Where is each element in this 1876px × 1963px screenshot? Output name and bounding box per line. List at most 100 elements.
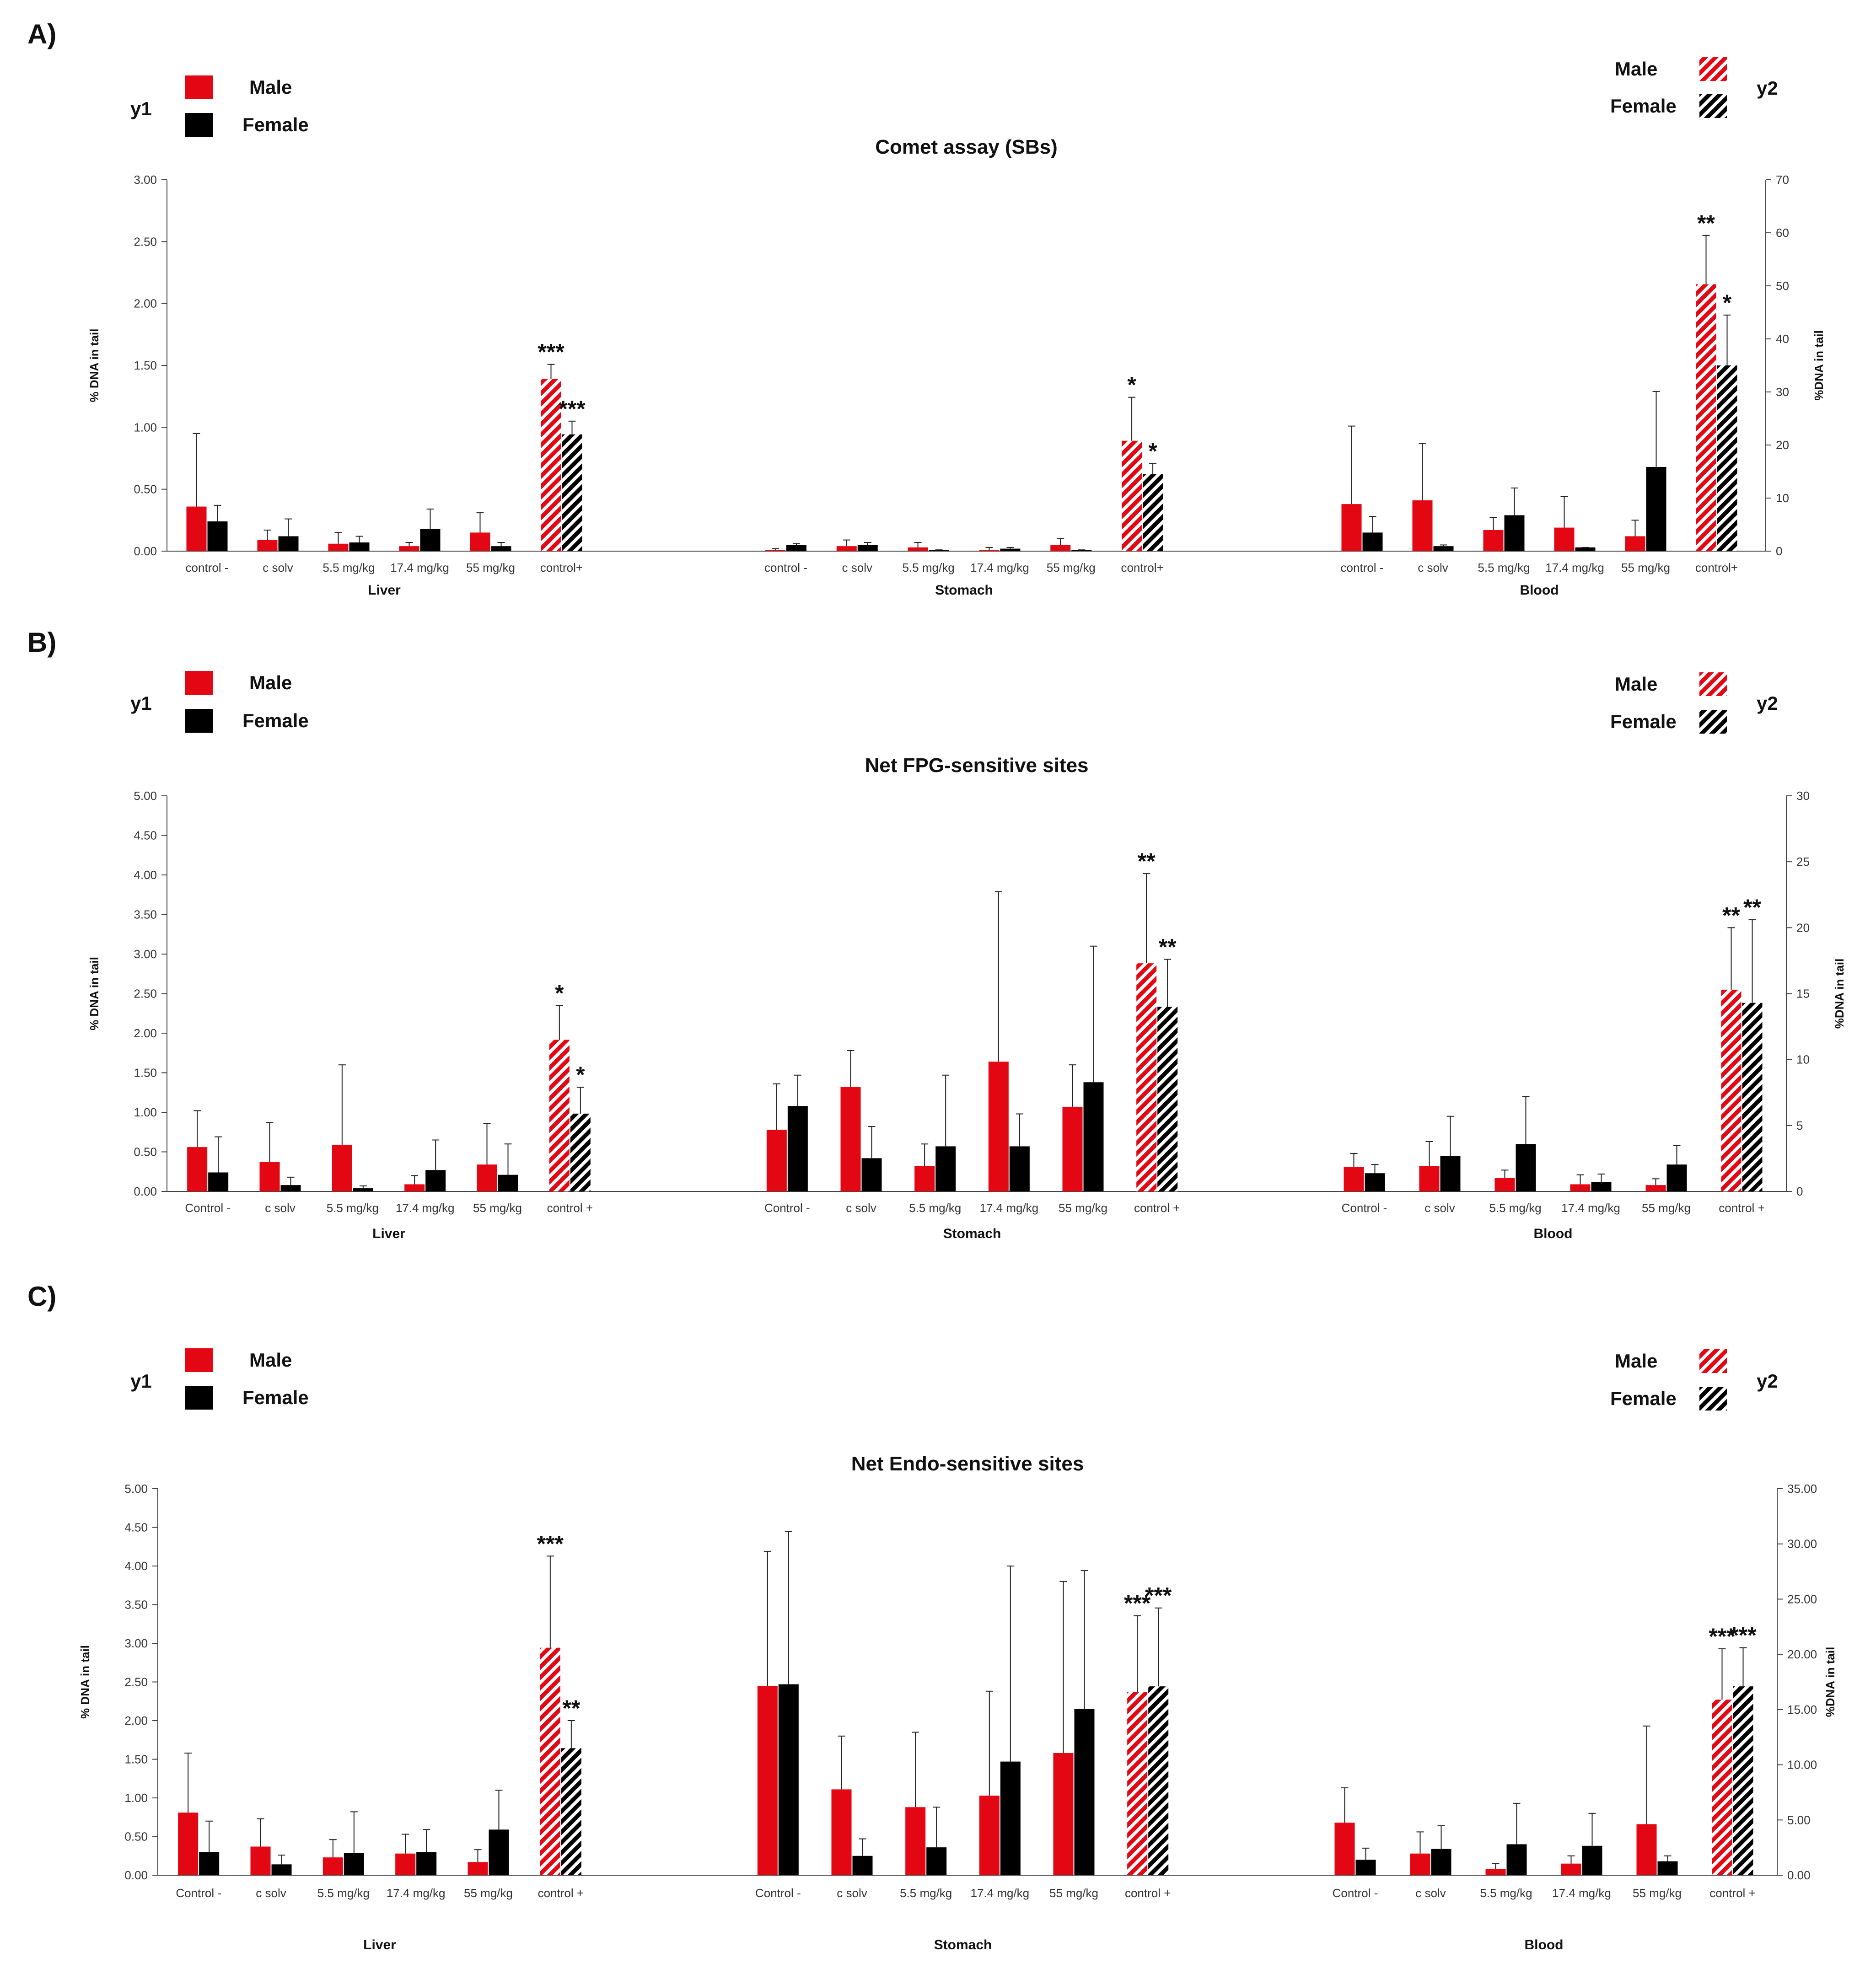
bar-male: [1344, 1167, 1364, 1191]
y1-tick-label: 4.50: [134, 829, 157, 842]
chart-title: Net Endo-sensitive sites: [851, 1453, 1084, 1475]
category-label: 17.4 mg/kg: [971, 1886, 1030, 1900]
y2-tick-label: 0: [1776, 544, 1782, 558]
bar-male: [836, 546, 857, 551]
bar-male: [328, 543, 349, 551]
y1-tick-label: 4.00: [134, 868, 157, 882]
category-label: Control -: [764, 1201, 810, 1215]
y1-tick-label: 4.50: [124, 1521, 148, 1534]
panel-letter: B): [27, 627, 56, 658]
legend-female-hatched-label: Female: [1610, 711, 1677, 732]
bar-male: [178, 1813, 199, 1875]
legend-female-swatch: [185, 709, 213, 733]
group-label: Liver: [372, 1226, 405, 1241]
legend-female-swatch: [185, 1386, 213, 1410]
significance-marker: ***: [559, 396, 586, 422]
legend-y2-label: y2: [1757, 692, 1778, 714]
y2-tick-label: 15: [1796, 987, 1810, 1001]
bar-male: [765, 550, 785, 551]
bar-female: [353, 1188, 373, 1191]
y2-tick-label: 70: [1776, 173, 1789, 187]
y1-tick-label: 5.00: [134, 789, 157, 803]
y1-tick-label: 0.00: [134, 1185, 157, 1198]
legend-female-label: Female: [242, 114, 309, 135]
bar-female: [1575, 547, 1596, 551]
category-label: 55 mg/kg: [1047, 561, 1096, 574]
significance-marker: ***: [1709, 1624, 1736, 1649]
bar-female: [271, 1864, 292, 1875]
y1-tick-label: 4.00: [124, 1559, 148, 1573]
y2-tick-label: 40: [1776, 332, 1789, 346]
bar-male: [1062, 1106, 1083, 1191]
y1-tick-label: 1.50: [134, 1066, 157, 1080]
bar-female: [1582, 1845, 1602, 1875]
bar-female: [1355, 1860, 1376, 1875]
bar-female: [1717, 365, 1737, 551]
bar-male: [187, 1147, 208, 1191]
category-label: control +: [538, 1886, 584, 1900]
bar-female: [1071, 550, 1092, 551]
bar-male: [979, 550, 1000, 551]
category-label: 5.5 mg/kg: [317, 1886, 370, 1900]
bar-male: [541, 379, 561, 551]
bar-female: [786, 545, 806, 551]
legend-male-swatch: [185, 1348, 213, 1372]
bar-female: [861, 1158, 882, 1191]
y2-tick-label: 0.00: [1787, 1868, 1811, 1882]
category-label: c solv: [256, 1886, 286, 1900]
bar-male: [908, 547, 928, 551]
significance-marker: *: [555, 980, 564, 1006]
category-label: 55 mg/kg: [473, 1201, 522, 1215]
y1-tick-label: 2.50: [124, 1675, 148, 1689]
y2-axis-title: %DNA in tail: [1823, 1647, 1837, 1717]
bar-male: [840, 1087, 861, 1191]
bar-female: [1591, 1182, 1612, 1191]
bar-female: [1009, 1146, 1030, 1191]
bar-female: [1157, 1007, 1178, 1191]
category-label: control+: [1695, 561, 1738, 574]
significance-marker: **: [1722, 902, 1740, 928]
y2-tick-label: 0: [1796, 1185, 1803, 1198]
y2-tick-label: 10.00: [1787, 1758, 1817, 1772]
legend-male-label: Male: [249, 672, 292, 693]
category-label: 17.4 mg/kg: [396, 1201, 455, 1215]
group-label: Blood: [1525, 1937, 1564, 1952]
chart-panel-3: C) Net Endo-sensitive sites y1 Male Female Ma…: [27, 1281, 1837, 1952]
bar-male: [395, 1853, 416, 1875]
bar-male: [1419, 1166, 1440, 1191]
bar-female: [787, 1106, 808, 1191]
y2-tick-label: 10: [1776, 491, 1789, 505]
category-label: Control -: [755, 1886, 801, 1900]
y2-tick-label: 5: [1796, 1119, 1803, 1132]
significance-marker: *: [576, 1062, 585, 1088]
category-label: Control -: [185, 1201, 231, 1215]
legend-y2-label: y2: [1757, 1370, 1778, 1392]
category-label: 5.5 mg/kg: [323, 561, 375, 574]
legend-female-label: Female: [242, 1387, 309, 1408]
y2-tick-label: 20: [1796, 921, 1810, 934]
bar-male: [323, 1857, 343, 1875]
y1-tick-label: 3.00: [124, 1636, 148, 1650]
legend-female-hatched-swatch: [1699, 1387, 1727, 1411]
group-label: Stomach: [934, 1937, 992, 1952]
significance-marker: ***: [1124, 1591, 1151, 1616]
y2-tick-label: 30: [1776, 385, 1789, 399]
category-label: control +: [1125, 1886, 1171, 1900]
bar-male: [1483, 530, 1504, 551]
bar-male: [259, 1162, 280, 1191]
chart-title: Net FPG-sensitive sites: [865, 754, 1088, 777]
y2-tick-label: 25: [1796, 855, 1810, 869]
bar-female: [498, 1175, 518, 1191]
bar-female: [208, 1172, 229, 1191]
bar-female: [852, 1856, 873, 1875]
legend-male-label: Male: [249, 1349, 292, 1371]
category-label: 5.5 mg/kg: [327, 1201, 379, 1215]
bar-male: [1494, 1178, 1515, 1191]
category-label: c solv: [263, 561, 293, 574]
category-label: c solv: [1415, 1886, 1446, 1900]
category-label: c solv: [837, 1886, 867, 1900]
y1-tick-label: 2.00: [124, 1714, 148, 1727]
bar-female: [1362, 532, 1383, 551]
y1-tick-label: 2.00: [134, 297, 157, 311]
category-label: 17.4 mg/kg: [390, 561, 449, 574]
